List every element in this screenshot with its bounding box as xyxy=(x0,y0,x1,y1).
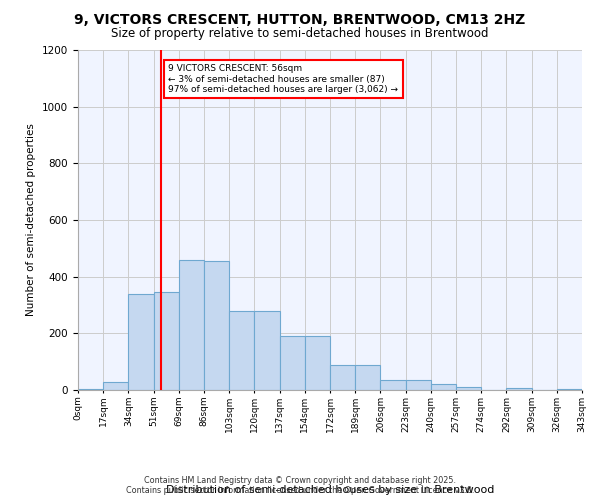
Bar xyxy=(254,310,280,390)
Bar xyxy=(305,336,330,390)
Bar xyxy=(280,336,305,390)
Bar xyxy=(456,386,481,390)
Bar xyxy=(506,388,532,390)
Y-axis label: Number of semi-detached properties: Number of semi-detached properties xyxy=(26,124,37,316)
Bar xyxy=(355,364,380,390)
Bar xyxy=(103,382,128,390)
Bar xyxy=(431,384,456,390)
Text: Size of property relative to semi-detached houses in Brentwood: Size of property relative to semi-detach… xyxy=(111,28,489,40)
Text: Contains HM Land Registry data © Crown copyright and database right 2025.
Contai: Contains HM Land Registry data © Crown c… xyxy=(126,476,474,495)
Bar xyxy=(330,364,355,390)
X-axis label: Distribution of semi-detached houses by size in Brentwood: Distribution of semi-detached houses by … xyxy=(166,484,494,494)
Bar xyxy=(380,380,406,390)
Bar xyxy=(406,380,431,390)
Bar xyxy=(179,260,204,390)
Bar xyxy=(229,310,254,390)
Bar xyxy=(204,261,229,390)
Bar xyxy=(128,294,154,390)
Text: 9 VICTORS CRESCENT: 56sqm
← 3% of semi-detached houses are smaller (87)
97% of s: 9 VICTORS CRESCENT: 56sqm ← 3% of semi-d… xyxy=(169,64,398,94)
Text: 9, VICTORS CRESCENT, HUTTON, BRENTWOOD, CM13 2HZ: 9, VICTORS CRESCENT, HUTTON, BRENTWOOD, … xyxy=(74,12,526,26)
Bar xyxy=(78,388,103,390)
Bar xyxy=(154,292,179,390)
